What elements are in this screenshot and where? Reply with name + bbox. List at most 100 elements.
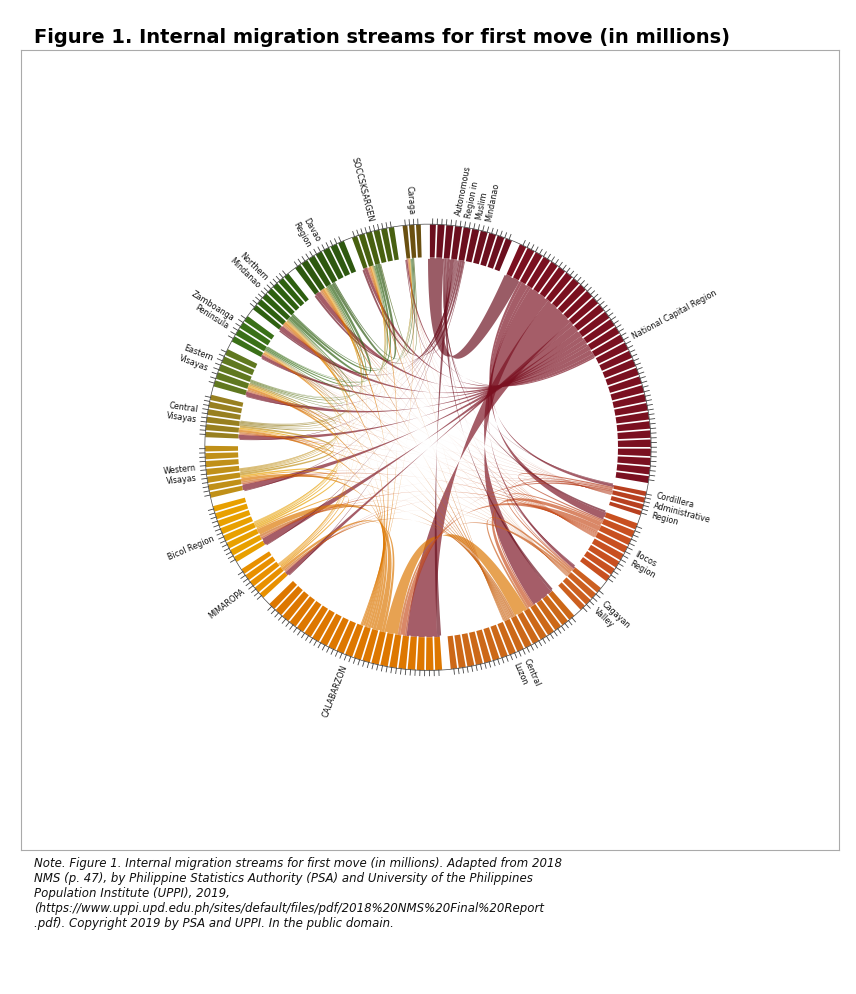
- Polygon shape: [213, 348, 258, 397]
- Polygon shape: [256, 496, 349, 569]
- Text: Zamboanga
Peninsula: Zamboanga Peninsula: [184, 289, 236, 331]
- Polygon shape: [278, 259, 460, 376]
- Polygon shape: [278, 321, 355, 565]
- Polygon shape: [490, 281, 615, 487]
- Polygon shape: [247, 391, 597, 536]
- Polygon shape: [319, 291, 596, 537]
- Polygon shape: [435, 258, 455, 637]
- Polygon shape: [445, 258, 576, 567]
- Polygon shape: [269, 580, 443, 670]
- Polygon shape: [241, 468, 338, 529]
- Polygon shape: [238, 336, 585, 439]
- Polygon shape: [490, 282, 606, 520]
- Polygon shape: [266, 264, 388, 383]
- Text: Davao
Region: Davao Region: [292, 216, 322, 248]
- Polygon shape: [446, 589, 575, 669]
- Polygon shape: [240, 258, 412, 424]
- Polygon shape: [405, 483, 613, 636]
- Polygon shape: [320, 290, 568, 577]
- Polygon shape: [254, 352, 343, 524]
- Polygon shape: [507, 493, 603, 571]
- Polygon shape: [285, 480, 613, 573]
- Polygon shape: [261, 478, 613, 539]
- Text: Central
Visayas: Central Visayas: [165, 401, 199, 424]
- Polygon shape: [401, 225, 423, 258]
- Polygon shape: [265, 259, 455, 546]
- Polygon shape: [241, 468, 612, 493]
- Polygon shape: [278, 258, 412, 564]
- Polygon shape: [251, 258, 413, 398]
- Polygon shape: [443, 258, 607, 513]
- Polygon shape: [407, 258, 595, 538]
- Polygon shape: [362, 260, 464, 356]
- Polygon shape: [241, 473, 597, 534]
- Polygon shape: [288, 284, 372, 376]
- Polygon shape: [262, 354, 597, 536]
- Polygon shape: [247, 389, 509, 619]
- Polygon shape: [406, 258, 596, 387]
- Polygon shape: [443, 258, 615, 484]
- Polygon shape: [261, 491, 598, 539]
- Polygon shape: [262, 325, 578, 546]
- Polygon shape: [445, 258, 554, 591]
- Polygon shape: [247, 391, 568, 576]
- Polygon shape: [264, 352, 350, 565]
- Polygon shape: [239, 432, 511, 619]
- Polygon shape: [241, 476, 512, 618]
- Polygon shape: [314, 260, 462, 364]
- Polygon shape: [509, 478, 614, 570]
- Polygon shape: [428, 257, 520, 359]
- Polygon shape: [400, 503, 601, 636]
- Polygon shape: [238, 259, 457, 440]
- Polygon shape: [239, 434, 612, 494]
- Polygon shape: [240, 287, 361, 470]
- Polygon shape: [212, 496, 265, 563]
- Polygon shape: [398, 523, 571, 635]
- Polygon shape: [580, 511, 638, 582]
- Polygon shape: [405, 258, 465, 354]
- Polygon shape: [380, 257, 417, 354]
- Polygon shape: [283, 519, 515, 616]
- Polygon shape: [241, 551, 288, 598]
- Polygon shape: [284, 497, 598, 573]
- Polygon shape: [384, 534, 527, 635]
- Polygon shape: [247, 387, 384, 628]
- Polygon shape: [367, 267, 596, 538]
- Text: Western
Visayas: Western Visayas: [163, 463, 198, 486]
- Polygon shape: [245, 339, 586, 413]
- Polygon shape: [265, 318, 353, 392]
- Polygon shape: [319, 291, 612, 495]
- Polygon shape: [364, 267, 595, 387]
- Polygon shape: [239, 427, 338, 527]
- Polygon shape: [240, 320, 348, 427]
- Polygon shape: [484, 287, 551, 605]
- Polygon shape: [239, 265, 385, 469]
- Polygon shape: [241, 474, 387, 630]
- Polygon shape: [248, 387, 347, 566]
- Polygon shape: [407, 258, 568, 577]
- Polygon shape: [257, 504, 391, 631]
- Polygon shape: [488, 286, 576, 569]
- Polygon shape: [253, 288, 363, 523]
- Polygon shape: [263, 354, 508, 619]
- Polygon shape: [245, 259, 458, 408]
- Polygon shape: [282, 325, 568, 577]
- Polygon shape: [288, 259, 455, 577]
- Polygon shape: [243, 259, 456, 491]
- Polygon shape: [231, 315, 275, 358]
- Polygon shape: [486, 517, 573, 609]
- Polygon shape: [260, 500, 569, 575]
- Text: Note. Figure 1. Internal migration streams for first move (in millions). Adapted: Note. Figure 1. Internal migration strea…: [34, 857, 562, 929]
- Polygon shape: [368, 266, 505, 621]
- Polygon shape: [240, 265, 385, 424]
- Text: Ilocos
Region: Ilocos Region: [628, 550, 662, 580]
- Text: Figure 1. Internal migration streams for first move (in millions): Figure 1. Internal migration streams for…: [34, 28, 730, 47]
- Polygon shape: [518, 473, 614, 521]
- Polygon shape: [249, 350, 342, 409]
- Polygon shape: [428, 225, 514, 271]
- Polygon shape: [253, 265, 385, 523]
- Polygon shape: [260, 343, 588, 399]
- Polygon shape: [250, 265, 386, 399]
- Polygon shape: [505, 244, 651, 484]
- Polygon shape: [240, 351, 341, 472]
